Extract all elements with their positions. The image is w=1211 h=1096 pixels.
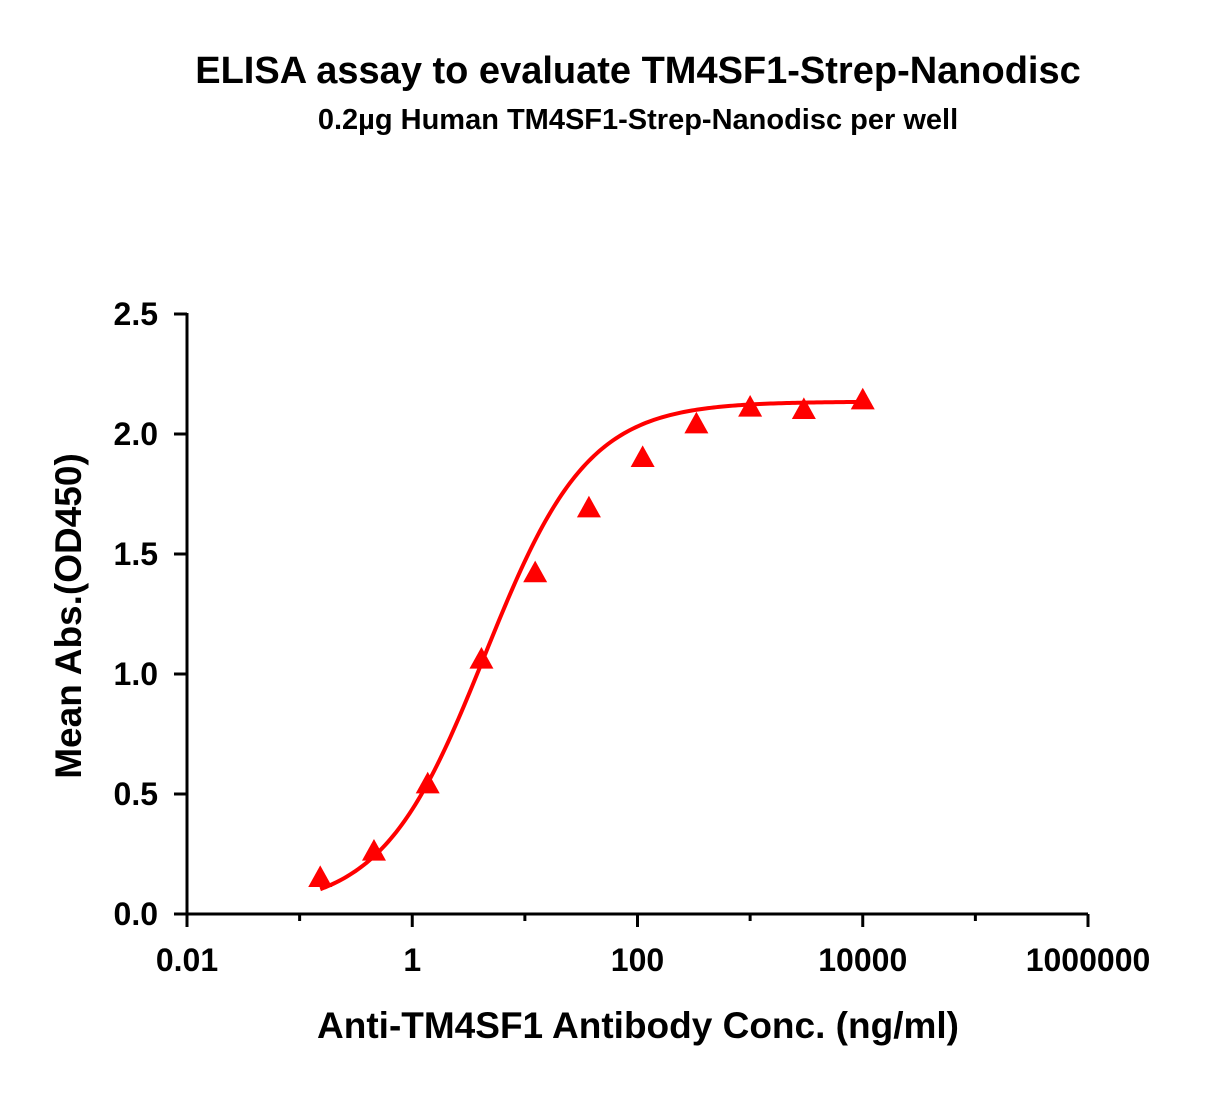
x-tick-label: 10000 [818, 942, 907, 978]
y-tick-label: 0.0 [114, 896, 158, 932]
x-tick-label: 0.01 [156, 942, 218, 978]
x-tick-label: 1 [403, 942, 421, 978]
plot-area: 0.0 0.5 1.0 1.5 2.0 2.5 0.01 1 100 10000 1000000 [114, 296, 1151, 978]
y-axis-label: Mean Abs.(OD450) [48, 453, 89, 779]
data-point [308, 865, 333, 887]
data-point [523, 560, 548, 583]
y-tick-label: 2.0 [114, 416, 158, 452]
data-point [850, 387, 875, 410]
x-axis-label: Anti-TM4SF1 Antibody Conc. (ng/ml) [317, 1005, 959, 1046]
x-tick-label: 100 [611, 942, 664, 978]
data-point [684, 411, 709, 434]
fit-curve [319, 399, 863, 892]
data-point [469, 647, 494, 669]
y-tick-label: 1.5 [114, 536, 158, 572]
data-point [791, 397, 816, 419]
chart-subtitle: 0.2µg Human TM4SF1-Strep-Nanodisc per we… [318, 104, 958, 136]
x-tick-label: 1000000 [1026, 942, 1151, 978]
y-tick-label: 0.5 [114, 776, 158, 812]
chart-title: ELISA assay to evaluate TM4SF1-Strep-Nan… [195, 50, 1081, 92]
data-point [630, 445, 655, 467]
data-point [415, 771, 440, 794]
data-point [738, 395, 763, 417]
data-point [361, 839, 386, 861]
y-tick-label: 2.5 [114, 296, 158, 332]
y-tick-label: 1.0 [114, 656, 158, 692]
data-point [576, 495, 601, 518]
